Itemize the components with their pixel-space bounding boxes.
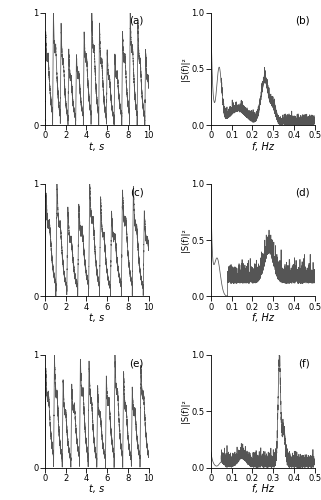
- Text: (e): (e): [129, 358, 143, 368]
- X-axis label: f, Hz: f, Hz: [252, 142, 274, 152]
- X-axis label: t, s: t, s: [89, 142, 104, 152]
- Text: (b): (b): [295, 16, 309, 26]
- X-axis label: t, s: t, s: [89, 313, 104, 323]
- X-axis label: f, Hz: f, Hz: [252, 313, 274, 323]
- X-axis label: t, s: t, s: [89, 484, 104, 494]
- Text: (f): (f): [298, 358, 309, 368]
- Text: (c): (c): [130, 187, 143, 197]
- Text: (d): (d): [295, 187, 309, 197]
- Text: (a): (a): [129, 16, 143, 26]
- X-axis label: f, Hz: f, Hz: [252, 484, 274, 494]
- Y-axis label: |S(f)|²: |S(f)|²: [181, 400, 190, 423]
- Y-axis label: |S(f)|²: |S(f)|²: [181, 228, 190, 252]
- Y-axis label: |S(f)|²: |S(f)|²: [181, 57, 190, 80]
